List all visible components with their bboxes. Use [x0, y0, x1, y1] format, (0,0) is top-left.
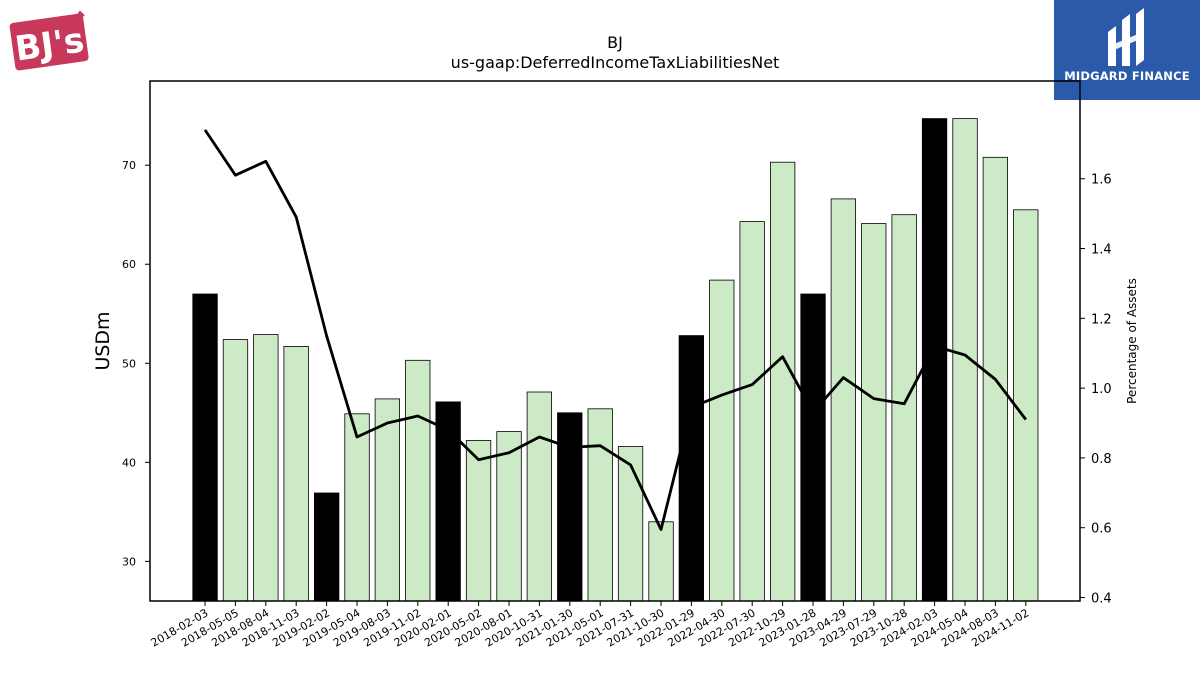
y2-axis-label: Percentage of Assets — [1125, 278, 1139, 404]
y2-tick-label: 1.4 — [1091, 243, 1112, 258]
midgard-finance-emblem — [1054, 0, 1200, 100]
bar-2022-01-29 — [678, 335, 704, 602]
bar-2022-04-30 — [709, 279, 735, 602]
chart-subtitle: us-gaap:DeferredIncomeTaxLiabilitiesNet — [451, 53, 780, 72]
bar-2018-11-03 — [283, 345, 309, 602]
bjs-logo: BJ's — [9, 10, 89, 71]
y-tick-label: 70 — [122, 159, 136, 172]
bar-2019-08-03 — [374, 398, 401, 602]
bar-2018-02-03 — [192, 293, 218, 602]
y-axis-label: USDm — [92, 311, 114, 370]
y2-tick-label: 1.2 — [1091, 312, 1112, 327]
svg-text:BJ's: BJ's — [13, 20, 87, 69]
bar-2019-02-02 — [313, 492, 340, 602]
bar-2024-05-04 — [952, 118, 978, 602]
midgard-finance-wordmark: MIDGARD FINANCE — [1064, 69, 1190, 83]
bar-2018-05-05 — [222, 339, 249, 602]
bar-2020-02-01 — [435, 401, 461, 602]
bar-2019-11-02 — [405, 359, 431, 602]
bar-2024-11-02 — [1013, 209, 1039, 602]
y2-tick-label: 0.4 — [1091, 592, 1112, 607]
bar-2023-10-28 — [891, 214, 917, 602]
bar-2023-07-29 — [861, 223, 887, 602]
bar-2020-08-01 — [496, 431, 522, 602]
bar-2023-01-28 — [800, 293, 826, 602]
bar-2022-10-29 — [770, 161, 796, 602]
bar-2022-07-30 — [739, 221, 765, 602]
bar-2020-05-02 — [465, 440, 492, 602]
y-axis-left: 30 40 50 60 70 — [122, 159, 150, 568]
bar-2023-04-29 — [830, 198, 856, 602]
bar-2020-10-31 — [526, 391, 552, 602]
midgard-finance-logo: MIDGARD FINANCE — [1054, 0, 1200, 100]
y-tick-label: 60 — [122, 258, 136, 271]
y2-tick-label: 1.0 — [1091, 382, 1112, 397]
bar-2021-01-30 — [557, 412, 583, 602]
bar-2021-07-31 — [617, 446, 644, 602]
bar-2021-10-30 — [648, 521, 674, 602]
chart-title: BJ — [607, 33, 623, 52]
y2-tick-label: 1.6 — [1091, 173, 1112, 188]
y2-tick-label: 0.6 — [1091, 522, 1112, 537]
bar-2021-05-01 — [587, 408, 613, 602]
percentage-of-assets-line — [203, 129, 1027, 531]
y-tick-label: 50 — [122, 357, 136, 370]
plot-frame — [149, 80, 1081, 602]
x-axis: 2018-02-032018-05-052018-08-042018-11-03… — [149, 601, 1031, 650]
y2-tick-label: 0.8 — [1091, 452, 1112, 467]
bar-2019-05-04 — [344, 413, 370, 602]
y-tick-label: 30 — [122, 555, 136, 568]
y-tick-label: 40 — [122, 456, 136, 469]
y-axis-right: 0.4 0.6 0.8 1.0 1.2 1.4 1.6 — [1080, 173, 1112, 607]
line-series — [203, 129, 1027, 531]
bar-2018-08-04 — [253, 334, 279, 602]
bar-series — [192, 118, 1039, 602]
